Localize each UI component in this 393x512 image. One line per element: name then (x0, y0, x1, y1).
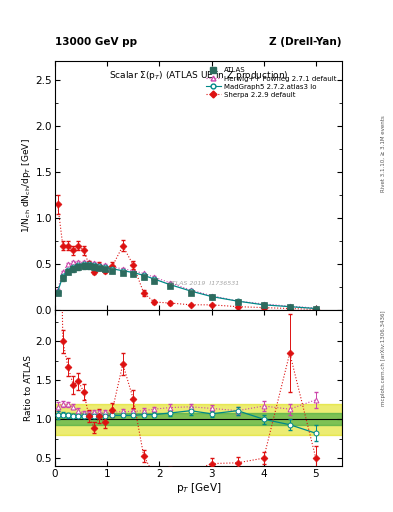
Y-axis label: Ratio to ATLAS: Ratio to ATLAS (24, 355, 33, 421)
Text: Z (Drell-Yan): Z (Drell-Yan) (270, 36, 342, 47)
Text: ATLAS 2019  I1736531: ATLAS 2019 I1736531 (169, 282, 240, 286)
Text: Scalar $\Sigma$(p$_T$) (ATLAS UE in Z production): Scalar $\Sigma$(p$_T$) (ATLAS UE in Z pr… (108, 69, 288, 82)
Text: mcplots.cern.ch [arXiv:1306.3436]: mcplots.cern.ch [arXiv:1306.3436] (381, 311, 386, 406)
Y-axis label: 1/N$_{\rm ch}$ dN$_{\rm ch}$/dp$_T$ [GeV]: 1/N$_{\rm ch}$ dN$_{\rm ch}$/dp$_T$ [GeV… (20, 138, 33, 233)
Legend: ATLAS, Herwig++ Powheg 2.7.1 default, MadGraph5 2.7.2.atlas3 lo, Sherpa 2.2.9 de: ATLAS, Herwig++ Powheg 2.7.1 default, Ma… (204, 65, 338, 100)
X-axis label: p$_T$ [GeV]: p$_T$ [GeV] (176, 481, 221, 496)
Text: 13000 GeV pp: 13000 GeV pp (55, 36, 137, 47)
Text: Rivet 3.1.10, ≥ 3.1M events: Rivet 3.1.10, ≥ 3.1M events (381, 115, 386, 192)
